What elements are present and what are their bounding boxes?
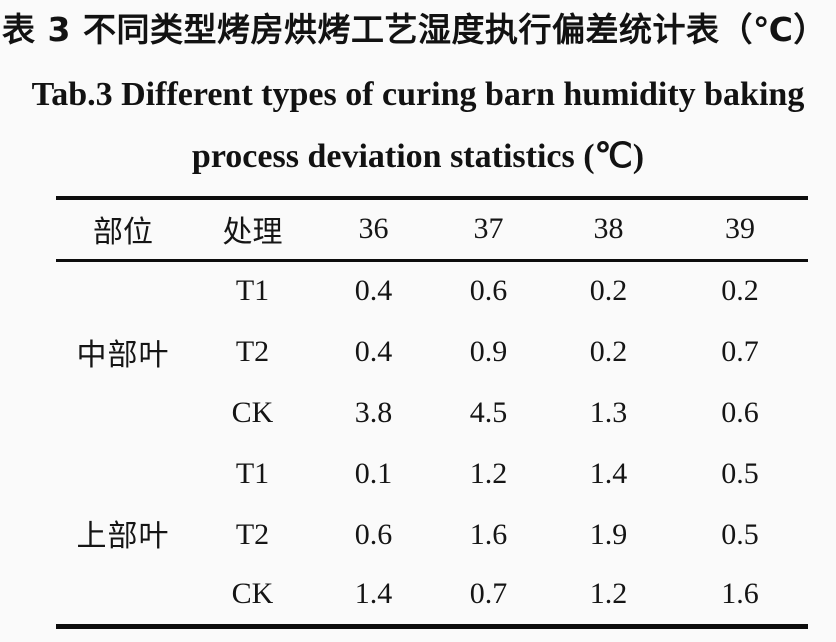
treatment-cell: T2	[235, 517, 270, 551]
treatment-cell: T1	[235, 274, 270, 308]
treatment-cell: T1	[235, 456, 270, 490]
value-cell: 0.2	[589, 334, 628, 368]
value-cell: 0.9	[469, 334, 508, 368]
column-header-temp-37: 37	[473, 212, 504, 246]
value-cell: 1.6	[721, 577, 759, 611]
value-cell: 1.2	[589, 577, 628, 611]
value-cell: 1.2	[469, 456, 508, 490]
value-cell: 1.9	[589, 517, 628, 551]
treatment-cell: CK	[231, 577, 274, 611]
value-cell: 0.2	[721, 274, 759, 308]
table-row: T2 0.6 1.6 1.9 0.5	[56, 504, 808, 565]
value-cell: 0.4	[354, 274, 393, 308]
value-cell: 4.5	[469, 395, 508, 429]
value-cell: 1.4	[589, 456, 628, 490]
value-cell: 0.5	[721, 456, 759, 490]
value-cell: 0.4	[354, 334, 393, 368]
treatment-cell: T2	[235, 334, 270, 368]
value-cell: 0.6	[721, 395, 759, 429]
table-header-row: 部位 处理 36 37 38 39	[56, 198, 808, 260]
column-header-treatment: 处理	[222, 216, 283, 250]
table-row: CK 3.8 4.5 1.3 0.6	[56, 382, 808, 443]
treatment-cell: CK	[231, 395, 274, 429]
value-cell: 1.4	[354, 577, 393, 611]
value-cell: 0.7	[469, 577, 508, 611]
value-cell: 0.6	[354, 517, 393, 551]
value-cell: 1.6	[469, 517, 508, 551]
column-header-temp-39: 39	[725, 212, 755, 246]
table-title-chinese: 表 3 不同类型烤房烘烤工艺湿度执行偏差统计表（℃）	[2, 10, 827, 49]
column-header-temp-38: 38	[593, 212, 624, 246]
column-header-temp-36: 36	[358, 212, 389, 246]
column-header-part: 部位	[93, 216, 153, 250]
table-row: T2 0.4 0.9 0.2 0.7	[56, 321, 808, 382]
row-group-label-upper-leaf: 上部叶	[76, 520, 170, 554]
value-cell: 0.2	[589, 274, 628, 308]
statistics-table-container: 部位 处理 36 37 38 39 中部叶 T1 0.4 0.6 0.2 0.2	[56, 196, 808, 629]
value-cell: 1.3	[589, 395, 628, 429]
table-row: CK 1.4 0.7 1.2 1.6	[56, 565, 808, 626]
table-row: 中部叶 T1 0.4 0.6 0.2 0.2	[56, 260, 808, 372]
value-cell: 0.1	[354, 456, 393, 490]
value-cell: 0.5	[721, 517, 759, 551]
value-cell: 0.7	[721, 334, 759, 368]
value-cell: 3.8	[354, 395, 393, 429]
table-row: 上部叶 T1 0.1 1.2 1.4 0.5	[56, 443, 808, 554]
table-title-english-line2: process deviation statistics (℃)	[191, 138, 645, 175]
deviation-statistics-table: 部位 处理 36 37 38 39 中部叶 T1 0.4 0.6 0.2 0.2	[56, 196, 808, 629]
row-group-label-middle-leaf: 中部叶	[76, 339, 170, 373]
table-title-english-line1: Tab.3 Different types of curing barn hum…	[31, 76, 805, 113]
value-cell: 0.6	[469, 274, 508, 308]
